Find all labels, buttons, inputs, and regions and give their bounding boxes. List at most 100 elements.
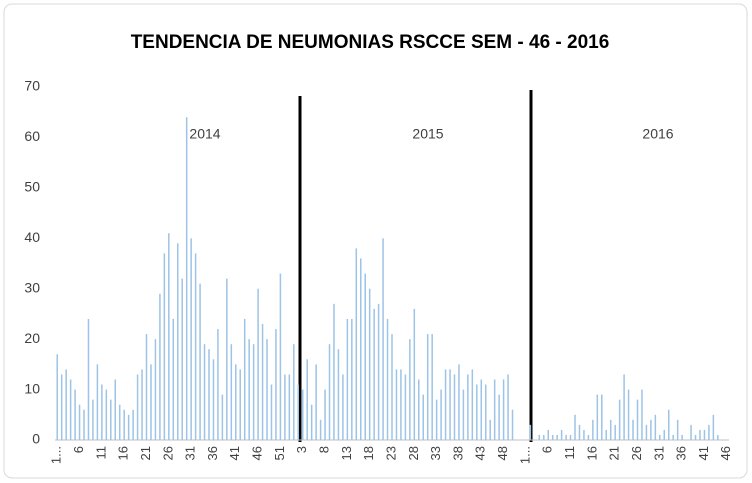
bar	[663, 429, 666, 440]
bar	[596, 394, 599, 440]
bar	[681, 434, 683, 440]
bar	[605, 429, 608, 440]
x-tick-label: 31	[651, 446, 666, 460]
bar	[217, 329, 219, 440]
bar	[404, 374, 407, 440]
chart-border	[3, 3, 748, 479]
annotation: 2016	[642, 126, 673, 142]
bar	[190, 238, 192, 440]
bar	[489, 419, 491, 440]
bar	[364, 273, 366, 440]
bar	[529, 424, 532, 440]
bar	[301, 389, 304, 440]
x-tick-label: 6	[71, 446, 86, 453]
bar	[511, 409, 514, 440]
bar	[556, 434, 558, 440]
x-tick-label: 23	[383, 446, 398, 460]
bar	[92, 399, 94, 440]
bar	[101, 384, 103, 440]
bar	[484, 384, 487, 440]
bar	[467, 374, 469, 440]
bar	[96, 364, 99, 440]
bar	[587, 434, 590, 440]
bar	[235, 364, 237, 440]
y-tick-label: 20	[24, 330, 40, 346]
bar	[435, 399, 438, 440]
bar	[154, 339, 157, 440]
bar	[145, 334, 148, 440]
bar	[712, 414, 715, 440]
bar	[471, 369, 474, 440]
bar	[699, 429, 701, 440]
bar	[297, 384, 300, 440]
bar	[163, 253, 166, 440]
bar	[623, 374, 625, 440]
bar	[328, 344, 331, 440]
bar	[618, 399, 621, 440]
bar	[141, 369, 143, 440]
y-tick-label: 10	[24, 380, 40, 396]
bar	[150, 364, 152, 440]
bar	[185, 117, 188, 440]
x-tick-label: 18	[361, 446, 376, 460]
bar	[118, 404, 121, 440]
bar	[342, 374, 344, 440]
bar	[551, 434, 554, 440]
bar	[199, 283, 201, 440]
bar	[368, 288, 371, 440]
bar	[498, 394, 500, 440]
bar	[306, 359, 308, 440]
bar	[703, 429, 706, 440]
y-tick-label: 60	[24, 128, 40, 144]
y-tick-label: 50	[24, 179, 40, 195]
x-tick-label: 38	[450, 446, 465, 460]
bar	[176, 243, 179, 440]
y-tick-label: 40	[24, 229, 40, 245]
bar	[60, 374, 63, 440]
bar	[243, 318, 246, 440]
bar	[409, 339, 411, 440]
x-tick-label: 16	[584, 446, 599, 460]
bar	[279, 273, 282, 440]
x-tick-label: 1...	[49, 446, 64, 464]
bar	[690, 424, 692, 440]
x-tick-label: 46	[250, 446, 265, 460]
bar	[168, 233, 170, 440]
bar	[583, 429, 585, 440]
x-tick-label: 1...	[517, 446, 532, 464]
annotation: 2014	[189, 126, 220, 142]
chart-title: TENDENCIA DE NEUMONIAS RSCCE SEM - 46 - …	[131, 32, 610, 53]
bar	[391, 334, 393, 440]
bar	[458, 364, 460, 440]
bar	[476, 384, 478, 440]
bar	[266, 339, 268, 440]
bar	[502, 379, 505, 440]
bar	[449, 369, 451, 440]
x-tick-label: 41	[696, 446, 711, 460]
bar	[574, 414, 576, 440]
bar	[226, 278, 228, 440]
bar	[431, 334, 433, 440]
bar	[636, 399, 639, 440]
x-tick-label: 3	[294, 446, 309, 453]
bar	[136, 374, 139, 440]
bar	[127, 414, 130, 440]
bar	[676, 419, 679, 440]
bar	[159, 293, 161, 440]
bar	[444, 369, 447, 440]
bar	[627, 389, 630, 440]
bar	[83, 409, 85, 440]
bar	[400, 369, 402, 440]
x-tick-label: 31	[183, 446, 198, 460]
x-tick-label: 41	[227, 446, 242, 460]
bar	[315, 364, 317, 440]
x-tick-label: 13	[339, 446, 354, 460]
bar	[632, 419, 634, 440]
x-tick-label: 26	[160, 446, 175, 460]
bar	[462, 389, 465, 440]
x-tick-label: 11	[93, 446, 108, 460]
bar	[708, 424, 710, 440]
x-tick-label: 46	[718, 446, 733, 460]
bar	[270, 384, 273, 440]
